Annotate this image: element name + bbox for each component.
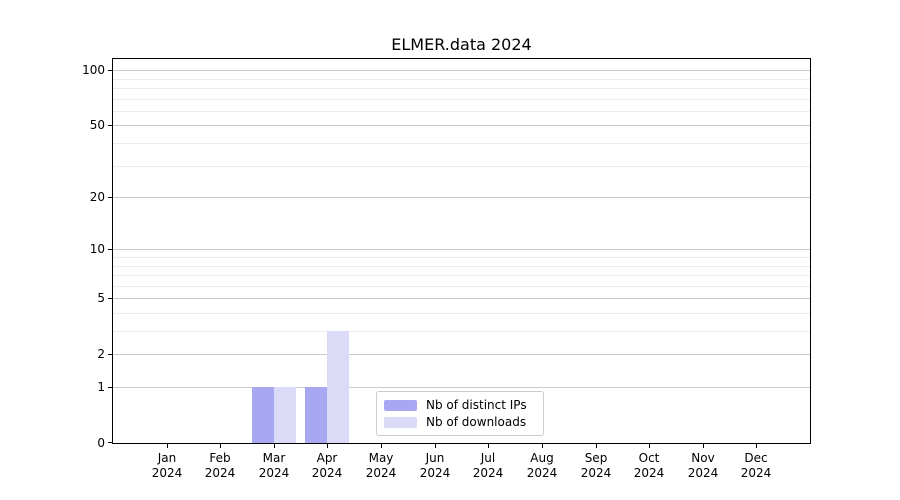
x-tick-month: Jun	[425, 451, 445, 465]
x-tick-month: May	[368, 451, 394, 465]
x-tick-month: Mar	[262, 451, 286, 465]
major-gridline	[113, 354, 810, 355]
x-tick-label: Feb 2024	[193, 451, 247, 481]
chart-title: ELMER.data 2024	[391, 35, 532, 54]
x-tick	[542, 444, 543, 448]
x-tick-label: Apr 2024	[300, 451, 354, 481]
x-tick-year: 2024	[472, 466, 504, 480]
x-tick-year: 2024	[687, 466, 719, 480]
bar-downloads-mar-2024	[274, 387, 296, 443]
minor-gridline	[113, 88, 810, 89]
x-tick-year: 2024	[526, 466, 558, 480]
x-tick-label: Sep 2024	[569, 451, 623, 481]
minor-gridline	[113, 143, 810, 144]
x-tick-month: Feb	[209, 451, 231, 465]
bar-downloads-apr-2024	[327, 331, 349, 443]
y-tick-label: 2	[97, 347, 105, 361]
x-tick-month: Sep	[584, 451, 608, 465]
legend-label-downloads: Nb of downloads	[426, 415, 527, 429]
x-tick-year: 2024	[365, 466, 397, 480]
x-tick-label: Jan 2024	[140, 451, 194, 481]
y-tick	[108, 354, 112, 355]
x-tick-year: 2024	[740, 466, 772, 480]
x-tick-label: Oct 2024	[622, 451, 676, 481]
x-tick-month: Oct	[638, 451, 660, 465]
y-tick-label: 50	[89, 118, 105, 132]
legend: Nb of distinct IPs Nb of downloads	[376, 391, 544, 436]
x-tick-label: Nov 2024	[676, 451, 730, 481]
y-tick-label: 100	[82, 63, 105, 77]
plot-area: 0 1 2 5 10 20 50 100 Jan 2024 Feb 2024 Mar 2024 Apr 202…	[82, 58, 811, 480]
major-gridline	[113, 70, 810, 71]
x-tick	[274, 444, 275, 448]
minor-gridline	[113, 313, 810, 314]
minor-gridline	[113, 111, 810, 112]
y-tick-label: 10	[89, 242, 105, 256]
major-gridline	[113, 298, 810, 299]
major-gridline	[113, 197, 810, 198]
y-tick	[108, 125, 112, 126]
y-tick	[108, 298, 112, 299]
x-tick-month: Jan	[157, 451, 177, 465]
minor-gridline	[113, 331, 810, 332]
minor-gridline	[113, 257, 810, 258]
legend-item-downloads: Nb of downloads	[384, 414, 543, 430]
legend-label-distinct-ips: Nb of distinct IPs	[426, 398, 527, 412]
minor-gridline	[113, 99, 810, 100]
minor-gridline	[113, 266, 810, 267]
y-tick-label: 20	[89, 190, 105, 204]
x-tick	[703, 444, 704, 448]
x-tick	[488, 444, 489, 448]
x-tick-month: Aug	[530, 451, 554, 465]
minor-gridline	[113, 79, 810, 80]
y-tick	[108, 249, 112, 250]
x-tick-label: Jun 2024	[408, 451, 462, 481]
x-tick	[167, 444, 168, 448]
minor-gridline	[113, 286, 810, 287]
distinct-ips-swatch	[384, 399, 417, 411]
x-tick-year: 2024	[419, 466, 451, 480]
y-tick	[108, 197, 112, 198]
x-tick	[220, 444, 221, 448]
x-tick-label: Dec 2024	[729, 451, 783, 481]
y-tick	[108, 387, 112, 388]
y-tick-label: 0	[97, 436, 105, 450]
y-tick	[108, 442, 112, 443]
x-tick-label: Mar 2024	[247, 451, 301, 481]
x-tick-label: Aug 2024	[515, 451, 569, 481]
y-tick-label: 5	[97, 291, 105, 305]
y-tick	[108, 70, 112, 71]
x-tick-label: May 2024	[354, 451, 408, 481]
x-tick	[649, 444, 650, 448]
x-tick-year: 2024	[151, 466, 183, 480]
x-tick-month: Apr	[316, 451, 338, 465]
x-tick	[435, 444, 436, 448]
major-gridline	[113, 387, 810, 388]
major-gridline	[113, 125, 810, 126]
x-tick-year: 2024	[311, 466, 343, 480]
bar-distinct-ips-apr-2024	[305, 387, 327, 443]
x-tick-year: 2024	[258, 466, 290, 480]
x-tick-month: Nov	[691, 451, 715, 465]
minor-gridline	[113, 166, 810, 167]
x-tick-month: Dec	[744, 451, 768, 465]
x-tick-year: 2024	[580, 466, 612, 480]
legend-item-distinct-ips: Nb of distinct IPs	[384, 397, 543, 413]
minor-gridline	[113, 275, 810, 276]
y-tick-label: 1	[97, 380, 105, 394]
downloads-swatch	[384, 416, 417, 428]
x-tick	[756, 444, 757, 448]
x-tick	[596, 444, 597, 448]
x-tick-month: Jul	[480, 451, 496, 465]
bar-distinct-ips-mar-2024	[252, 387, 274, 443]
major-gridline	[113, 249, 810, 250]
x-tick-year: 2024	[204, 466, 236, 480]
x-tick-year: 2024	[633, 466, 665, 480]
x-tick	[381, 444, 382, 448]
x-tick	[327, 444, 328, 448]
x-tick-label: Jul 2024	[461, 451, 515, 481]
